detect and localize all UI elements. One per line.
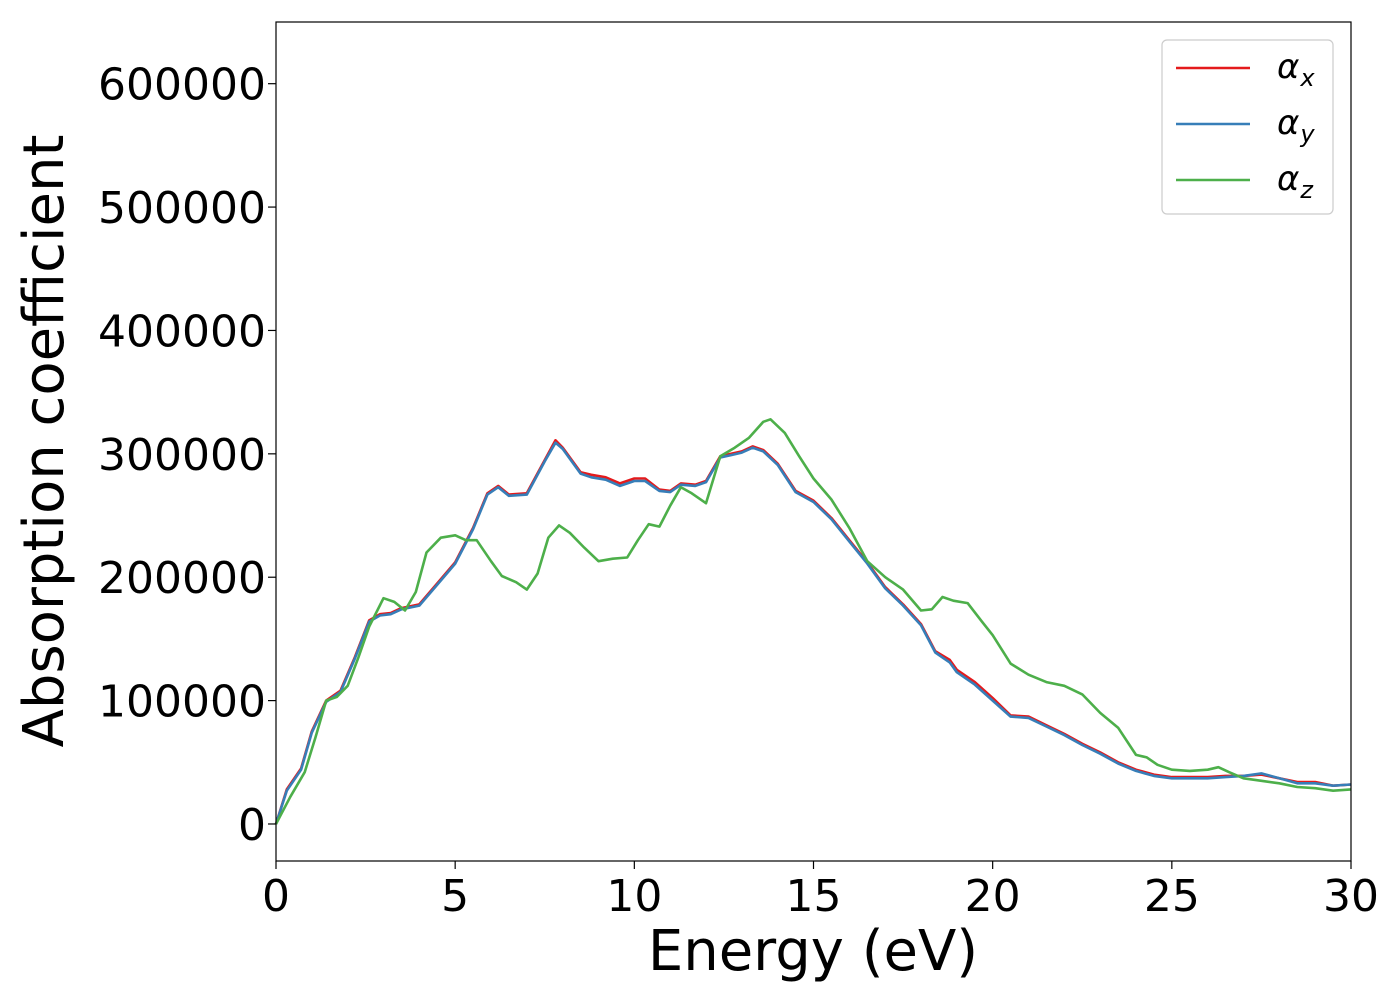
legend-entry-subscript: y — [1299, 120, 1315, 148]
series-line-y — [274, 441, 1352, 825]
y-tick-label: 300000 — [98, 430, 266, 481]
y-axis-ticks: 0 100000 200000 300000 400000 500000 600000 — [98, 60, 276, 851]
x-tick-label: 20 — [965, 871, 1021, 922]
x-tick-label: 15 — [786, 871, 842, 922]
x-tick-label: 10 — [606, 871, 662, 922]
y-tick-label: 200000 — [98, 553, 266, 604]
y-tick-label: 100000 — [98, 677, 266, 728]
series-lines — [274, 418, 1352, 825]
x-tick-label: 0 — [262, 871, 290, 922]
y-tick-label: 500000 — [98, 183, 266, 234]
y-axis-label: Absorption coefficient — [12, 135, 77, 748]
legend-box — [1161, 39, 1334, 215]
y-tick-label: 0 — [238, 800, 266, 851]
y-tick-label: 600000 — [98, 60, 266, 111]
x-tick-label: 30 — [1323, 871, 1379, 922]
series-line-z — [274, 418, 1352, 825]
x-axis-ticks: 0 5 10 15 20 25 30 — [262, 861, 1379, 922]
legend-entry-subscript: x — [1299, 64, 1315, 92]
legend-entry-subscript: z — [1299, 176, 1314, 204]
y-tick-label: 400000 — [98, 306, 266, 357]
x-tick-label: 25 — [1144, 871, 1200, 922]
x-axis-label: Energy (eV) — [648, 919, 978, 984]
x-tick-label: 5 — [441, 871, 469, 922]
